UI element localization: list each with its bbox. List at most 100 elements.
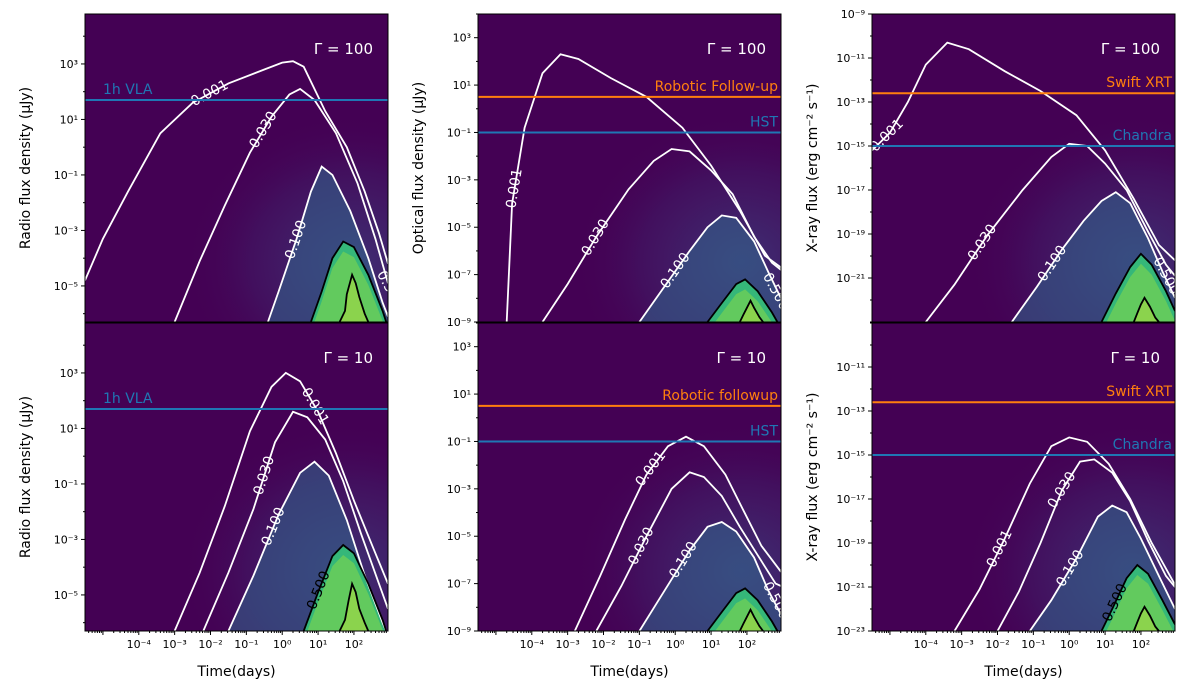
y-tick-label: 10⁻¹³ bbox=[836, 405, 865, 418]
contour-line-0.500 bbox=[706, 587, 779, 631]
x-tick-label: 10¹ bbox=[702, 638, 720, 651]
instrument-label: Chandra bbox=[1113, 437, 1172, 453]
y-tick-label: 10⁻³ bbox=[447, 174, 471, 187]
x-tick-label: 10⁻³ bbox=[556, 638, 580, 651]
y-tick-label: 10⁻¹⁹ bbox=[836, 537, 865, 550]
y-tick-label: 10³ bbox=[60, 58, 78, 71]
axes-frame bbox=[477, 322, 782, 632]
lorentz-factor-label: Γ = 10 bbox=[716, 349, 766, 367]
contour-line-0.001 bbox=[173, 371, 388, 631]
contour-line-0.001 bbox=[872, 41, 1175, 262]
y-tick-label: 10⁻³ bbox=[447, 483, 471, 496]
contour-line-0.500 bbox=[302, 543, 388, 631]
lorentz-factor-label: Γ = 100 bbox=[1101, 40, 1160, 58]
lorentz-factor-label: Γ = 100 bbox=[314, 40, 373, 58]
y-tick-label: 10⁻²¹ bbox=[836, 581, 865, 594]
y-tick-label: 10⁻¹¹ bbox=[836, 52, 865, 65]
contour-line-core bbox=[1132, 296, 1160, 322]
x-tick-label: 10⁻⁴ bbox=[520, 638, 545, 651]
y-tick-label: 10⁻⁵ bbox=[447, 530, 471, 543]
x-tick-label: 10⁻³ bbox=[163, 638, 187, 651]
contour-line-0.500 bbox=[1100, 252, 1175, 322]
x-tick-label: 10⁻¹ bbox=[1021, 638, 1045, 651]
contour-line-0.500 bbox=[310, 240, 388, 322]
y-tick-label: 10⁻²³ bbox=[836, 625, 865, 638]
x-tick-label: 10⁻⁴ bbox=[914, 638, 939, 651]
contour-line-core bbox=[338, 272, 370, 322]
y-tick-label: 10⁻¹¹ bbox=[836, 361, 865, 374]
contour-line-core bbox=[738, 607, 764, 631]
y-tick-label: 10⁻¹⁷ bbox=[836, 493, 865, 506]
y-tick-label: 10¹ bbox=[60, 113, 78, 126]
y-tick-label: 10⁻¹⁷ bbox=[836, 184, 865, 197]
y-axis-label: X-ray flux (erg cm⁻² s⁻¹) bbox=[805, 84, 821, 253]
x-tick-label: 10² bbox=[1132, 638, 1150, 651]
contour-line-0.030 bbox=[541, 148, 781, 322]
lorentz-factor-label: Γ = 10 bbox=[1110, 349, 1160, 367]
y-tick-label: 10¹ bbox=[453, 79, 471, 92]
lorentz-factor-label: Γ = 10 bbox=[323, 349, 373, 367]
contour-line-0.030 bbox=[595, 471, 781, 631]
y-tick-label: 10¹ bbox=[60, 422, 78, 435]
y-tick-label: 10⁻³ bbox=[54, 533, 78, 546]
contour-line-0.030 bbox=[173, 87, 388, 322]
contour-line-0.030 bbox=[202, 410, 388, 631]
y-axis-label: Radio flux density (μJy) bbox=[18, 87, 34, 249]
contour-line-0.001 bbox=[505, 53, 781, 322]
instrument-label: Swift XRT bbox=[1106, 384, 1172, 400]
x-axis-label: Time(days) bbox=[983, 664, 1062, 680]
instrument-label: HST bbox=[750, 114, 778, 130]
y-tick-label: 10⁻⁷ bbox=[447, 269, 471, 282]
contour-line-0.030 bbox=[996, 458, 1175, 631]
instrument-label: Robotic followup bbox=[662, 388, 778, 404]
x-tick-label: 10⁻¹ bbox=[627, 638, 651, 651]
x-tick-label: 10⁰ bbox=[1060, 638, 1079, 651]
contour-label: 0.001 bbox=[503, 167, 525, 209]
y-tick-label: 10⁻⁵ bbox=[54, 589, 78, 602]
y-tick-label: 10⁻¹⁵ bbox=[836, 449, 865, 462]
y-tick-label: 10⁻¹ bbox=[447, 435, 471, 448]
contour-line-core bbox=[738, 298, 764, 322]
contour-line-0.500 bbox=[706, 278, 779, 322]
x-tick-label: 10⁻¹ bbox=[234, 638, 258, 651]
x-tick-label: 10⁻² bbox=[198, 638, 222, 651]
y-tick-label: 10³ bbox=[453, 32, 471, 45]
axes-frame bbox=[84, 322, 389, 632]
x-tick-label: 10⁻² bbox=[985, 638, 1009, 651]
y-tick-label: 10⁻¹ bbox=[447, 126, 471, 139]
y-tick-label: 10⁻⁹ bbox=[841, 8, 865, 21]
x-tick-label: 10² bbox=[345, 638, 363, 651]
contour-line-0.001 bbox=[85, 60, 388, 281]
heatmap-band bbox=[1106, 575, 1174, 631]
instrument-label: Chandra bbox=[1113, 128, 1172, 144]
contour-line-0.500 bbox=[1100, 563, 1175, 631]
y-tick-label: 10³ bbox=[60, 367, 78, 380]
y-tick-label: 10⁻¹⁵ bbox=[836, 140, 865, 153]
contour-line-0.001 bbox=[573, 435, 781, 631]
y-tick-label: 10⁻²¹ bbox=[836, 272, 865, 285]
contour-line-0.100 bbox=[638, 521, 781, 631]
contour-line-core bbox=[338, 580, 370, 631]
instrument-label: HST bbox=[750, 423, 778, 439]
x-tick-label: 10⁻² bbox=[591, 638, 615, 651]
instrument-label: Swift XRT bbox=[1106, 75, 1172, 91]
instrument-label: 1h VLA bbox=[103, 391, 153, 407]
x-tick-label: 10¹ bbox=[1096, 638, 1114, 651]
instrument-label: 1h VLA bbox=[103, 82, 153, 98]
y-tick-label: 10³ bbox=[453, 341, 471, 354]
heatmap-band bbox=[1106, 263, 1175, 322]
contour-line-0.100 bbox=[638, 214, 781, 322]
x-tick-label: 10⁰ bbox=[273, 638, 292, 651]
y-tick-label: 10⁻⁹ bbox=[447, 625, 471, 638]
axes-frame bbox=[84, 13, 389, 323]
x-axis-label: Time(days) bbox=[196, 664, 275, 680]
lorentz-factor-label: Γ = 100 bbox=[707, 40, 766, 58]
heatmap-band bbox=[307, 554, 383, 631]
y-axis-label: Radio flux density (μJy) bbox=[18, 396, 34, 558]
contour-line-core bbox=[1132, 605, 1160, 631]
